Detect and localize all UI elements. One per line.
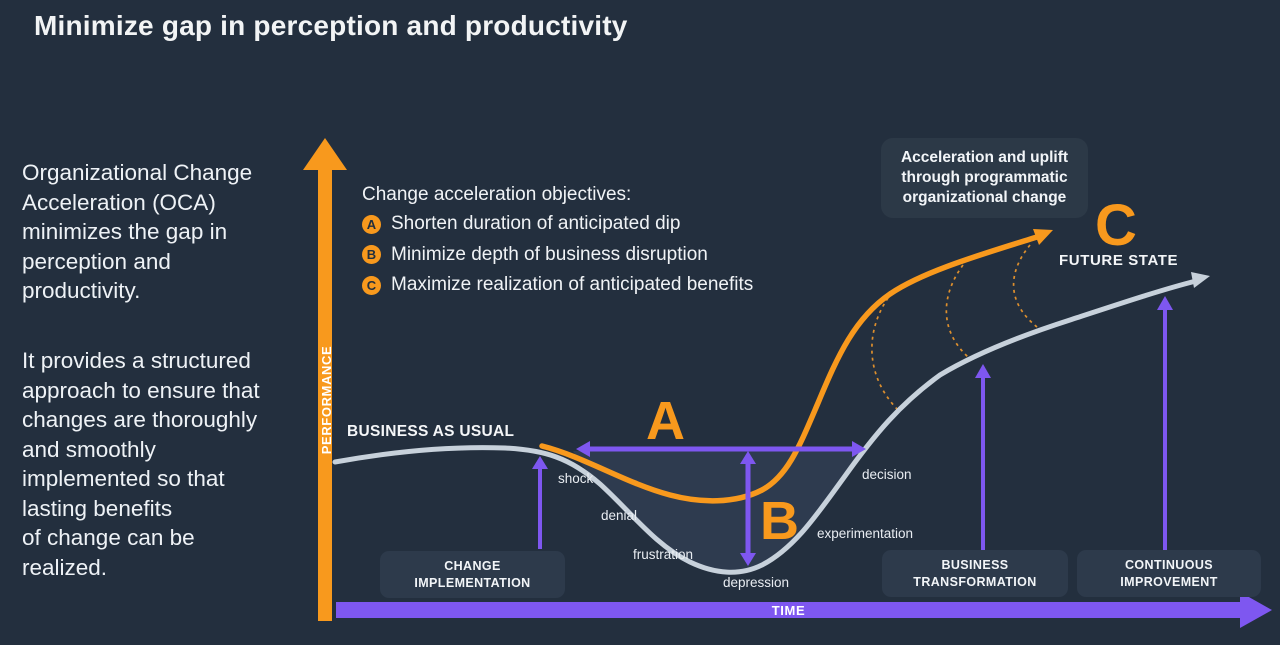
slide-title: Minimize gap in perception and productiv… [34,10,628,41]
stage-label-frustration: frustration [633,547,694,562]
objective-item-c: C Maximize realization of anticipated be… [362,274,753,296]
marker-a: A [646,391,685,451]
acceleration-curve [539,229,1053,504]
depth-arrow-b [740,451,756,566]
future-state-label: FUTURE STATE [1059,252,1179,269]
uplift-dashed-connectors [871,244,1038,411]
objective-item-b: B Minimize depth of business disruption [362,244,753,266]
time-axis-label: TIME [771,603,806,618]
uplift-dashed-curve-1 [871,297,899,411]
marker-c: C [1095,193,1137,258]
stage-label-depression: depression [723,575,790,590]
performance-axis-bar [318,164,332,621]
stage-label-shock: shock [558,471,594,486]
time-axis-arrowhead-icon [1240,592,1272,628]
depth-arrow-top-head-icon [740,451,756,464]
time-axis [336,592,1272,628]
acceleration-callout-box: Acceleration and uplift through programm… [881,138,1088,218]
objectives-legend: Change acceleration objectives: A Shorte… [362,184,753,305]
change-curve-line [332,278,1199,575]
stage-label-experimentation: experimentation [817,526,914,541]
acceleration-curve-arrowhead-icon [1033,229,1053,245]
performance-axis [303,138,347,621]
phase-box-business-transformation: BUSINESS TRANSFORMATION [882,550,1068,597]
objective-badge-b-icon: B [362,245,381,264]
performance-axis-label: PERFORMANCE [319,345,334,455]
body-text: It provides a structured approach to ens… [22,348,260,580]
stage-label-denial: denial [601,508,638,523]
transformation-arrow-head-icon [975,364,991,378]
duration-arrow-right-head-icon [852,441,866,457]
acceleration-curve-line [539,233,1043,504]
duration-arrow-left-head-icon [576,441,590,457]
business-as-usual-label: BUSINESS AS USUAL [347,423,515,440]
uplift-dashed-curve-3 [1012,244,1038,328]
performance-axis-arrowhead-icon [303,138,347,170]
change-curve [332,272,1210,575]
objective-text-a: Shorten duration of anticipated dip [391,213,681,234]
implementation-arrow [532,456,548,549]
purple-arrows [532,296,1173,566]
improvement-arrow [1157,296,1173,550]
objectives-heading: Change acceleration objectives: [362,184,632,205]
stage-label-decision: decision [862,467,912,482]
implementation-arrow-head-icon [532,456,548,469]
change-curve-arrowhead-icon [1191,272,1210,288]
objective-text-c: Maximize realization of anticipated bene… [391,274,754,295]
marker-b: B [760,491,799,551]
improvement-arrow-head-icon [1157,296,1173,310]
transformation-arrow [975,364,991,550]
phase-box-continuous-improvement: CONTINUOUS IMPROVEMENT [1077,550,1261,597]
time-axis-bar [336,602,1242,618]
objective-text-b: Minimize depth of business disruption [391,243,708,265]
intro-text: Organizational Change Acceleration (OCA)… [22,160,253,303]
objective-item-a: A Shorten duration of anticipated dip [362,213,753,235]
objective-badge-a-icon: A [362,214,381,234]
uplift-dashed-curve-2 [945,264,969,358]
phase-box-change-implementation: CHANGE IMPLEMENTATION [380,551,565,598]
duration-arrow-a [576,441,866,457]
depth-arrow-bottom-head-icon [740,553,756,566]
objective-badge-c-icon: C [362,275,381,295]
